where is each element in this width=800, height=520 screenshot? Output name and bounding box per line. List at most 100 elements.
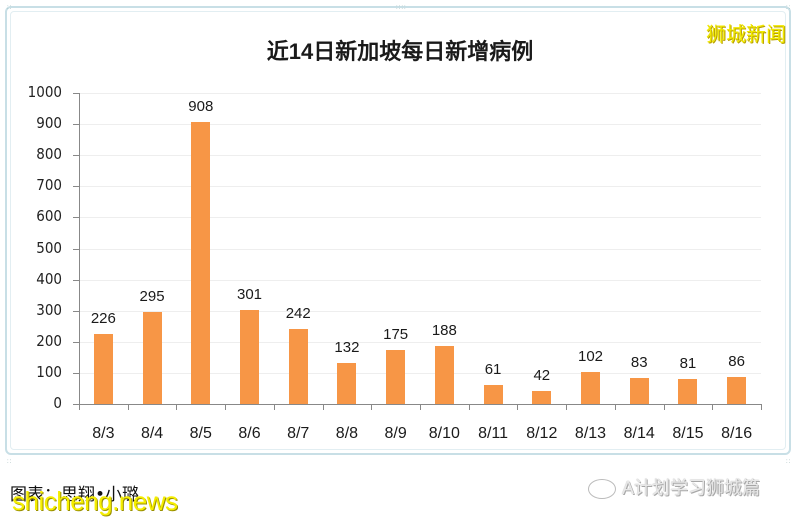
- wechat-watermark: A计划学习狮城篇: [588, 474, 760, 500]
- x-tick-label: 8/13: [574, 425, 607, 442]
- gridline: [80, 155, 761, 157]
- gridline: [80, 93, 761, 94]
- x-tick-mark: [614, 404, 616, 410]
- data-label: 102: [577, 348, 604, 366]
- y-tick-label: 800: [36, 145, 62, 164]
- y-tick-label: 500: [36, 238, 62, 257]
- x-tick-mark: [566, 404, 568, 410]
- gridline: [80, 341, 761, 343]
- bar-8-3[interactable]: [93, 333, 113, 404]
- x-tick-mark: [127, 404, 129, 410]
- y-tick-label: 300: [36, 300, 62, 319]
- bar-8-14[interactable]: [629, 378, 649, 404]
- resize-handle-bottom-right[interactable]: ::: [786, 459, 792, 465]
- y-tick-mark: [73, 155, 79, 157]
- bar-8-5[interactable]: [191, 121, 211, 404]
- data-label: 42: [533, 366, 551, 384]
- resize-handle-top-right[interactable]: ::: [786, 5, 792, 11]
- gridline: [80, 217, 761, 219]
- y-tick-label: 600: [36, 207, 62, 226]
- brand-watermark: 狮城新闻: [706, 24, 786, 46]
- chart-title: 近14日新加坡每日新增病例: [266, 39, 534, 64]
- x-tick-mark: [761, 404, 762, 410]
- x-tick-label: 8/3: [92, 425, 115, 442]
- resize-handle-top-left[interactable]: ::: [7, 5, 13, 11]
- y-tick-mark: [73, 124, 79, 126]
- x-tick-label: 8/11: [478, 425, 509, 442]
- wechat-icon: [588, 479, 616, 500]
- y-tick-mark: [73, 279, 79, 281]
- x-tick-mark: [371, 404, 373, 410]
- y-tick-mark: [73, 248, 79, 250]
- data-label: 86: [728, 353, 745, 371]
- bar-8-15[interactable]: [678, 378, 698, 404]
- gridline: [80, 124, 761, 126]
- y-axis: [79, 93, 80, 405]
- y-tick-label: 900: [36, 114, 62, 133]
- y-tick-label: 200: [36, 331, 62, 350]
- y-tick-label: 1000: [27, 83, 62, 101]
- y-tick-mark: [73, 217, 79, 219]
- data-label: 226: [90, 309, 116, 327]
- resize-handle-top[interactable]: ::::: [396, 5, 407, 11]
- x-tick-mark: [322, 404, 324, 410]
- data-label: 908: [188, 97, 214, 115]
- data-label: 188: [431, 321, 457, 339]
- y-tick-mark: [73, 186, 79, 188]
- x-tick-label: 8/10: [428, 425, 460, 442]
- y-tick-label: 0: [53, 394, 62, 412]
- x-tick-label: 8/6: [238, 425, 261, 442]
- resize-handle-bottom-left[interactable]: ::: [7, 459, 13, 465]
- y-tick-mark: [73, 404, 79, 405]
- gridline: [80, 372, 761, 374]
- y-tick-label: 100: [36, 362, 62, 381]
- data-label: 295: [139, 288, 165, 306]
- x-tick-label: 8/16: [721, 425, 753, 442]
- bar-8-8[interactable]: [337, 362, 357, 404]
- x-tick-mark: [712, 404, 714, 410]
- data-label: 83: [630, 354, 648, 372]
- x-tick-mark: [176, 404, 178, 410]
- bar-8-10[interactable]: [434, 345, 454, 404]
- site-watermark: shicheng.news: [12, 486, 178, 516]
- bar-8-9[interactable]: [386, 349, 406, 404]
- x-tick-mark: [79, 404, 80, 410]
- bar-8-7[interactable]: [288, 328, 308, 404]
- bar-8-13[interactable]: [581, 372, 600, 404]
- y-tick-mark: [73, 93, 79, 94]
- x-tick-mark: [273, 404, 275, 410]
- x-tick-label: 8/12: [526, 425, 558, 442]
- data-label: 61: [484, 361, 502, 379]
- y-tick-mark: [73, 341, 79, 343]
- y-tick-label: 700: [36, 176, 62, 195]
- x-tick-label: 8/14: [623, 425, 655, 442]
- y-tick-mark: [73, 310, 79, 312]
- chart-credit: 图表：思翔•小璐: [10, 485, 140, 505]
- x-tick-label: 8/4: [140, 425, 164, 442]
- chart-frame-inner: [10, 11, 786, 450]
- x-tick-label: 8/15: [672, 425, 704, 442]
- x-tick-label: 8/8: [335, 425, 359, 442]
- data-label: 132: [334, 338, 360, 356]
- gridline: [80, 186, 761, 188]
- x-tick-label: 8/5: [189, 425, 212, 442]
- bar-8-6[interactable]: [240, 310, 259, 404]
- resize-handle-left[interactable]: [5, 232, 9, 236]
- wechat-account: A计划学习狮城篇: [622, 478, 761, 498]
- bar-8-11[interactable]: [483, 385, 503, 404]
- data-label: 81: [679, 354, 697, 372]
- x-tick-mark: [420, 404, 421, 410]
- data-label: 242: [285, 304, 311, 322]
- x-tick-label: 8/7: [287, 425, 310, 442]
- resize-handle-right[interactable]: [790, 232, 794, 236]
- bar-8-4[interactable]: [142, 312, 162, 404]
- gridline: [80, 279, 761, 281]
- bar-8-12[interactable]: [532, 390, 552, 404]
- x-tick-mark: [517, 404, 519, 410]
- gridline: [80, 310, 761, 312]
- data-label: 175: [383, 325, 409, 343]
- y-tick-label: 400: [36, 269, 62, 288]
- x-tick-mark: [468, 404, 470, 410]
- bar-8-16[interactable]: [727, 377, 747, 404]
- data-label: 301: [236, 286, 263, 304]
